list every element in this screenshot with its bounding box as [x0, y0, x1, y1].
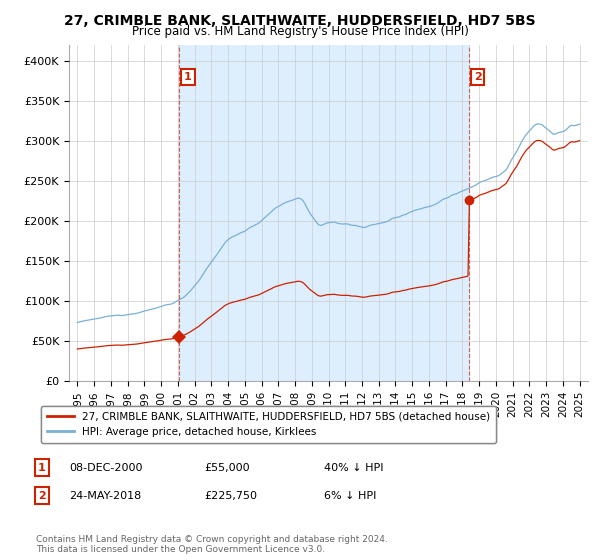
Text: 6% ↓ HPI: 6% ↓ HPI	[324, 491, 376, 501]
Text: 1: 1	[38, 463, 46, 473]
Text: 2: 2	[473, 72, 481, 82]
Text: 08-DEC-2000: 08-DEC-2000	[69, 463, 143, 473]
Text: Contains HM Land Registry data © Crown copyright and database right 2024.
This d: Contains HM Land Registry data © Crown c…	[36, 535, 388, 554]
Text: £225,750: £225,750	[204, 491, 257, 501]
Text: 27, CRIMBLE BANK, SLAITHWAITE, HUDDERSFIELD, HD7 5BS: 27, CRIMBLE BANK, SLAITHWAITE, HUDDERSFI…	[64, 14, 536, 28]
Legend: 27, CRIMBLE BANK, SLAITHWAITE, HUDDERSFIELD, HD7 5BS (detached house), HPI: Aver: 27, CRIMBLE BANK, SLAITHWAITE, HUDDERSFI…	[41, 405, 496, 444]
Text: Price paid vs. HM Land Registry's House Price Index (HPI): Price paid vs. HM Land Registry's House …	[131, 25, 469, 38]
Text: 1: 1	[184, 72, 192, 82]
Bar	[179, 45, 469, 381]
Text: 2: 2	[38, 491, 46, 501]
Text: 24-MAY-2018: 24-MAY-2018	[69, 491, 141, 501]
Text: 40% ↓ HPI: 40% ↓ HPI	[324, 463, 383, 473]
Text: £55,000: £55,000	[204, 463, 250, 473]
